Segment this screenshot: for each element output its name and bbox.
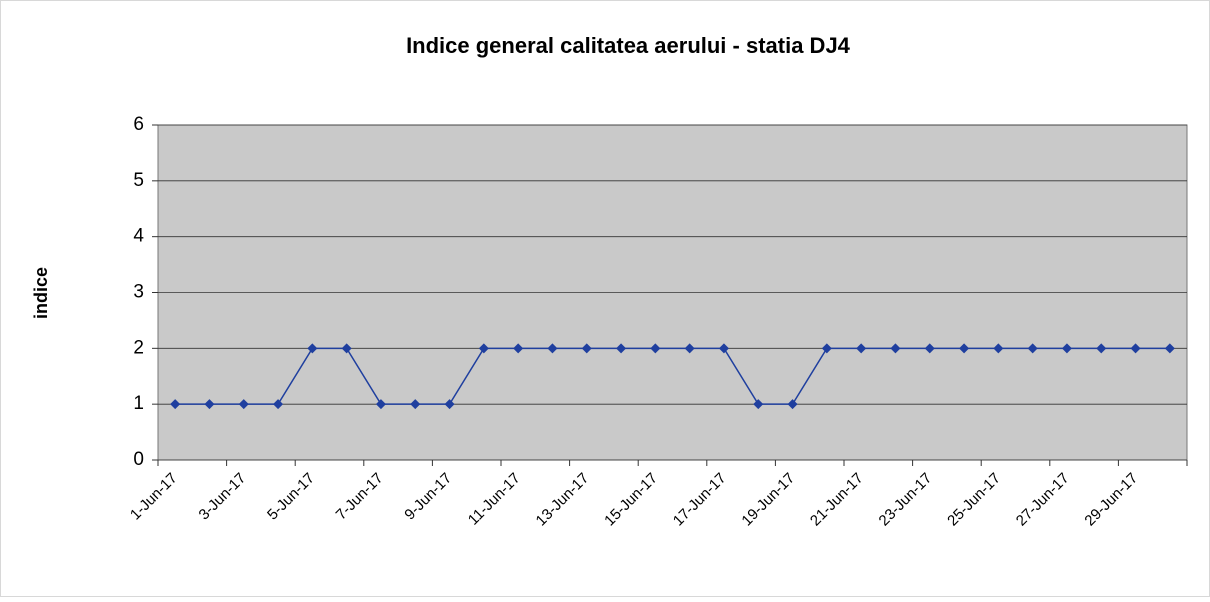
data-point xyxy=(821,343,832,354)
y-tick-label: 0 xyxy=(133,449,144,470)
data-point xyxy=(170,399,181,410)
data-point xyxy=(513,343,524,354)
data-point xyxy=(1130,343,1141,354)
y-tick-label: 2 xyxy=(133,337,144,358)
y-tick-label: 5 xyxy=(133,170,144,191)
data-point xyxy=(650,343,661,354)
data-point xyxy=(1164,343,1175,354)
y-tick-label: 3 xyxy=(133,282,144,303)
data-point xyxy=(581,343,592,354)
data-point xyxy=(1027,343,1038,354)
y-axis-label: indice xyxy=(31,267,51,319)
data-point xyxy=(547,343,558,354)
data-point xyxy=(890,343,901,354)
data-point xyxy=(238,399,249,410)
data-point xyxy=(856,343,867,354)
chart-title: Indice general calitatea aerului - stati… xyxy=(406,33,851,58)
data-point xyxy=(410,399,421,410)
y-tick-label: 6 xyxy=(133,114,144,135)
data-point xyxy=(924,343,935,354)
data-point xyxy=(341,343,352,354)
data-point xyxy=(478,343,489,354)
data-point xyxy=(993,343,1004,354)
y-tick-label: 4 xyxy=(133,226,144,247)
data-point xyxy=(375,399,386,410)
data-point xyxy=(1096,343,1107,354)
data-point xyxy=(307,343,318,354)
data-point xyxy=(959,343,970,354)
data-point xyxy=(684,343,695,354)
data-point xyxy=(787,399,798,410)
y-tick-label: 1 xyxy=(133,393,144,414)
data-point xyxy=(204,399,215,410)
data-point xyxy=(273,399,284,410)
data-line xyxy=(175,347,1170,405)
data-point xyxy=(753,399,764,410)
data-point xyxy=(718,343,729,354)
data-point xyxy=(616,343,627,354)
data-point xyxy=(444,399,455,410)
data-point xyxy=(1061,343,1072,354)
